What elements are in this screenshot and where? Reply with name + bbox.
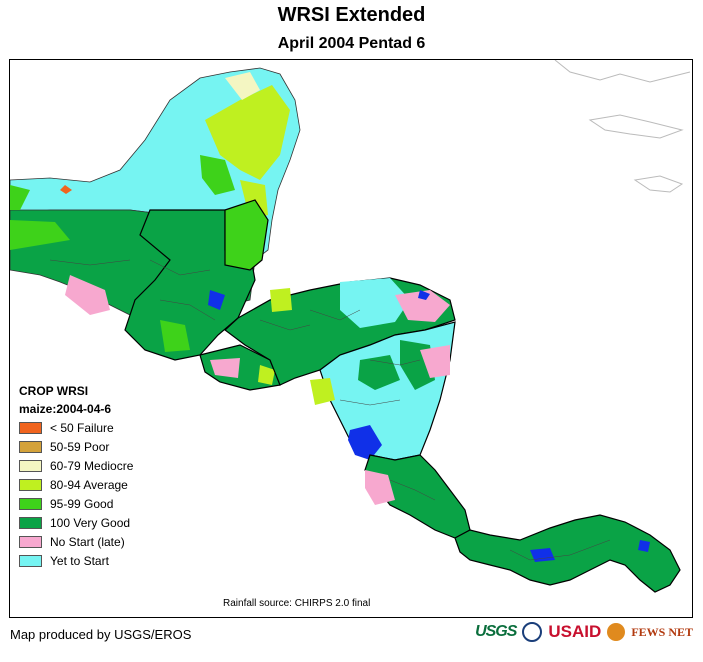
legend-item: < 50 Failure	[19, 418, 133, 437]
legend-item: Yet to Start	[19, 551, 133, 570]
legend-swatch	[19, 497, 42, 510]
legend-label: 50-59 Poor	[50, 439, 110, 454]
legend-swatch	[19, 535, 42, 548]
legend-swatch	[19, 421, 42, 434]
legend-title: CROP WRSI	[19, 384, 89, 398]
legend-swatch	[19, 459, 42, 472]
legend-swatch	[19, 554, 42, 567]
fews-net-badge-icon	[607, 623, 626, 641]
legend: CROP WRSI maize:2004-04-6 < 50 Failure 50…	[19, 382, 133, 570]
usaid-logo: USAID	[548, 622, 602, 641]
rainfall-source: Rainfall source: CHIRPS 2.0 final	[223, 598, 371, 609]
legend-item: 50-59 Poor	[19, 437, 133, 456]
legend-item: No Start (late)	[19, 532, 133, 551]
legend-item: 100 Very Good	[19, 513, 133, 532]
map-title: WRSI Extended	[277, 4, 426, 26]
legend-label: < 50 Failure	[50, 420, 114, 435]
legend-label: 100 Very Good	[50, 515, 131, 530]
legend-label: 95-99 Good	[50, 496, 114, 511]
legend-swatch	[19, 516, 42, 529]
legend-item: 95-99 Good	[19, 494, 133, 513]
usgs-logo: USGS	[475, 623, 517, 640]
usaid-seal-icon	[522, 622, 543, 642]
fews-net-logo: FEWS NET	[631, 624, 693, 639]
legend-item: 60-79 Mediocre	[19, 456, 133, 475]
admin-boundaries	[49, 259, 611, 561]
map-subtitle: April 2004 Pentad 6	[277, 35, 426, 52]
legend-label: Yet to Start	[50, 553, 109, 568]
map-area: CROP WRSI maize:2004-04-6 < 50 Failure 50…	[9, 59, 693, 618]
legend-item: 80-94 Average	[19, 475, 133, 494]
legend-swatch	[19, 440, 42, 453]
map-credit: Map produced by USGS/EROS	[10, 627, 192, 642]
panama-region	[454, 514, 681, 593]
legend-subtitle: maize:2004-04-6	[19, 402, 112, 416]
central-america-map	[10, 60, 691, 593]
legend-swatch	[19, 478, 42, 491]
belize-region	[224, 199, 269, 271]
logo-bar: USGS USAID FEWS NET	[475, 622, 693, 642]
legend-label: 80-94 Average	[50, 477, 128, 492]
legend-label: No Start (late)	[50, 534, 125, 549]
legend-label: 60-79 Mediocre	[50, 458, 134, 473]
